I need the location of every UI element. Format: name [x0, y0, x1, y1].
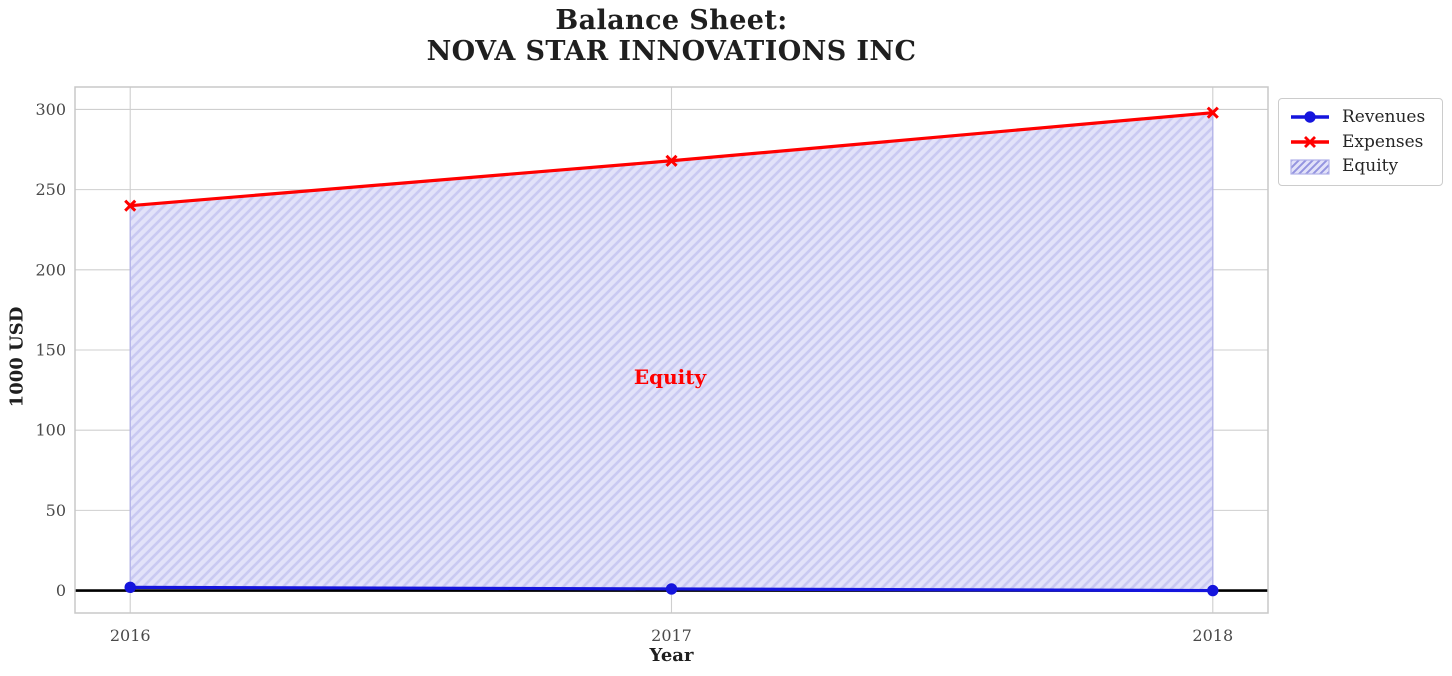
- expenses-line-swatch-icon: [1291, 136, 1329, 148]
- y-tick-label: 300: [35, 100, 66, 119]
- legend-item-revenues: Revenues: [1288, 105, 1433, 130]
- x-tick-label: 2016: [110, 626, 151, 645]
- x-axis-label: Year: [649, 645, 694, 666]
- legend-label-revenues: Revenues: [1342, 106, 1426, 127]
- chart-title: Balance Sheet: NOVA STAR INNOVATIONS INC: [75, 5, 1268, 67]
- revenues-marker: [124, 581, 136, 594]
- revenues-line-swatch-icon: [1291, 111, 1329, 124]
- x-tick-label: 2018: [1192, 626, 1233, 645]
- revenues-marker: [1207, 584, 1219, 597]
- y-tick-label: 200: [35, 260, 66, 279]
- legend-item-equity: Equity: [1288, 154, 1433, 179]
- chart-title-line2: NOVA STAR INNOVATIONS INC: [426, 36, 917, 67]
- revenues-marker: [665, 583, 678, 595]
- plot-area: 0 50 100 150 200 250 300 2016 2017 2018: [35, 86, 1269, 645]
- equity-area-annotation: Equity: [633, 365, 707, 389]
- x-tick-label: 2017: [651, 626, 692, 645]
- legend-label-expenses: Expenses: [1342, 131, 1424, 152]
- y-tick-label: 250: [35, 180, 66, 199]
- y-tick-label: 100: [35, 421, 66, 440]
- expenses-marker: [124, 199, 137, 212]
- legend-label-equity: Equity: [1342, 156, 1399, 177]
- expenses-marker: [1206, 106, 1219, 119]
- equity-patch-swatch-icon: [1290, 159, 1330, 175]
- expenses-marker: [665, 154, 678, 167]
- y-tick-label: 0: [56, 581, 66, 600]
- y-tick-label: 50: [46, 501, 66, 520]
- plot-border: [74, 86, 1269, 614]
- legend-item-expenses: Expenses: [1288, 130, 1433, 155]
- chart-title-line1: Balance Sheet:: [555, 5, 788, 36]
- y-axis-label: 1000 USD: [6, 306, 28, 408]
- y-tick-label: 150: [35, 341, 66, 360]
- equity-area: [129, 111, 1214, 592]
- legend-box: Revenues Expenses Equity: [1278, 98, 1443, 186]
